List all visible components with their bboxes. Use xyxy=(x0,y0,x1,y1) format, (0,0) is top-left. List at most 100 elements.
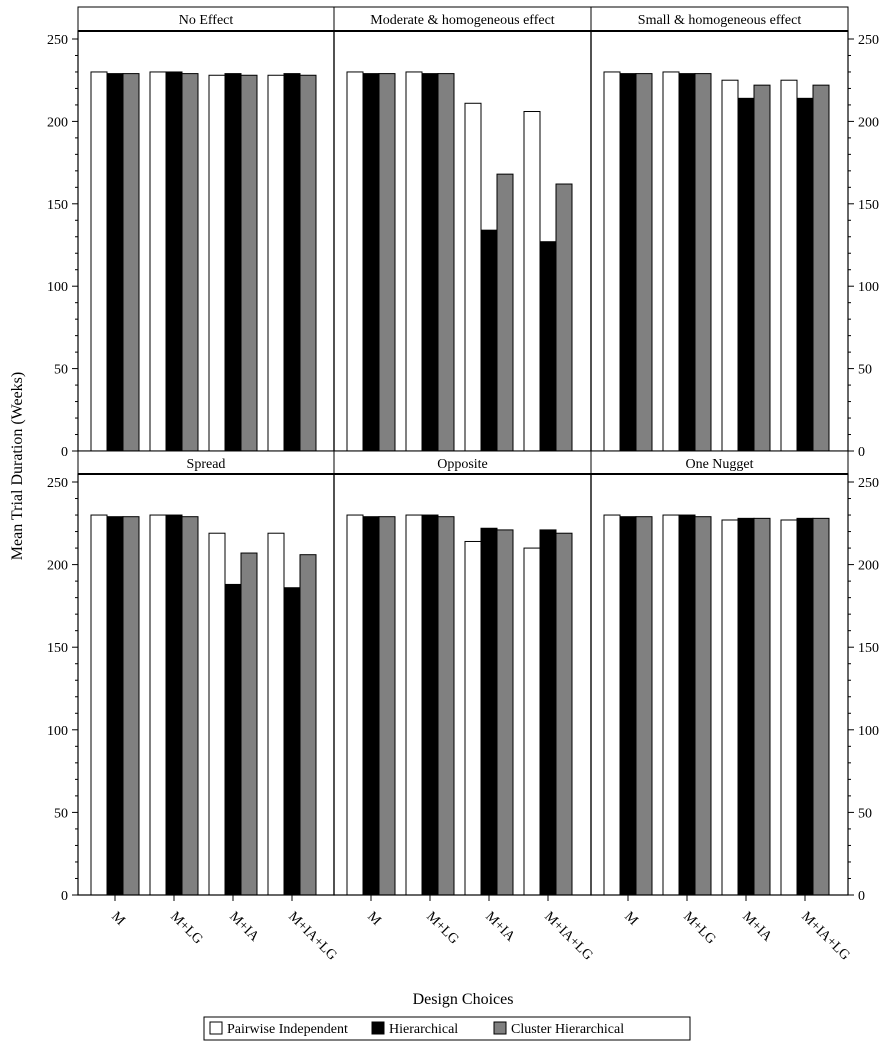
panel-5: One Nugget xyxy=(590,450,849,896)
bar xyxy=(812,517,830,896)
y-tick-label-right: 200 xyxy=(858,115,879,130)
y-tick-label-right: 0 xyxy=(858,445,865,460)
panel-title: Small & homogeneous effect xyxy=(638,13,802,28)
y-tick-label-left: 0 xyxy=(61,445,68,460)
x-tick-label: M+LG xyxy=(423,909,461,947)
bar xyxy=(122,516,140,896)
y-tick-label-left: 50 xyxy=(54,363,68,378)
bar xyxy=(346,514,364,896)
y-tick-label-right: 50 xyxy=(858,806,872,821)
bar xyxy=(90,71,108,452)
x-tick-label: M+IA xyxy=(739,909,775,945)
panel-0: No Effect xyxy=(77,6,335,452)
bar xyxy=(181,73,199,452)
bar xyxy=(208,532,226,896)
bar xyxy=(346,71,364,452)
bar xyxy=(421,73,439,452)
bar xyxy=(555,532,573,896)
bar xyxy=(662,514,680,896)
y-tick-label-right: 200 xyxy=(858,559,879,574)
bar xyxy=(378,73,396,452)
x-tick-label: M+IA+LG xyxy=(285,909,339,963)
bar xyxy=(496,529,514,896)
bar xyxy=(496,173,514,452)
y-tick-label-right: 250 xyxy=(858,476,879,491)
x-tick-label: M+IA+LG xyxy=(541,909,595,963)
bar xyxy=(619,516,637,896)
panel-strip xyxy=(77,6,335,32)
bar xyxy=(539,529,557,896)
y-tick-label-right: 0 xyxy=(858,889,865,904)
legend-label: Hierarchical xyxy=(389,1022,458,1037)
bar xyxy=(90,514,108,896)
y-tick-label-left: 200 xyxy=(47,115,68,130)
bar xyxy=(603,71,621,452)
bar xyxy=(678,73,696,452)
bar xyxy=(796,97,814,452)
bar xyxy=(208,74,226,452)
bar xyxy=(694,516,712,896)
bar xyxy=(464,102,482,452)
legend-label: Pairwise Independent xyxy=(227,1022,348,1037)
bar xyxy=(619,73,637,452)
bar xyxy=(464,540,482,896)
bar xyxy=(165,71,183,452)
legend-frame xyxy=(203,1016,691,1041)
bar xyxy=(721,79,739,452)
panel-title: Spread xyxy=(187,457,226,472)
bar xyxy=(299,554,317,896)
x-tick-label: M+IA+LG xyxy=(798,909,852,963)
bar xyxy=(480,229,498,452)
bar xyxy=(378,516,396,896)
panel-2: Small & homogeneous effect xyxy=(590,6,849,452)
bar xyxy=(539,241,557,452)
y-tick-label-left: 150 xyxy=(47,198,68,213)
y-tick-label-left: 250 xyxy=(47,33,68,48)
panels-group: No Effect Moderate & homogeneous effect Sm… xyxy=(77,6,849,896)
x-tick-label: M+IA xyxy=(482,909,518,945)
bar xyxy=(106,516,124,896)
y-tick-label-left: 250 xyxy=(47,476,68,491)
bar xyxy=(812,84,830,452)
bar xyxy=(240,74,258,452)
bar xyxy=(662,71,680,452)
y-tick-label-left: 100 xyxy=(47,724,68,739)
y-tick-label-left: 200 xyxy=(47,559,68,574)
bar xyxy=(635,73,653,452)
panel-1: Moderate & homogeneous effect xyxy=(333,6,592,452)
legend-swatch xyxy=(371,1021,385,1035)
panel-4: Opposite xyxy=(333,450,592,896)
bar xyxy=(555,183,573,452)
panel-title: No Effect xyxy=(179,13,234,28)
bar xyxy=(737,517,755,896)
legend-swatch xyxy=(493,1021,507,1035)
x-tick-label: M xyxy=(621,909,641,929)
legend-swatch xyxy=(209,1021,223,1035)
bar xyxy=(721,519,739,896)
y-tick-label-right: 250 xyxy=(858,33,879,48)
y-axis-title: Mean Trial Duration (Weeks) xyxy=(9,372,26,560)
bar xyxy=(523,547,541,896)
bar xyxy=(224,73,242,452)
bar xyxy=(122,73,140,452)
y-tick-label-right: 150 xyxy=(858,198,879,213)
bar xyxy=(678,514,696,896)
panel-title: Opposite xyxy=(437,457,488,472)
y-tick-label-right: 150 xyxy=(858,641,879,656)
bar xyxy=(267,74,285,452)
bar xyxy=(283,73,301,452)
bar xyxy=(437,516,455,896)
panel-title: One Nugget xyxy=(685,457,753,472)
x-tick-label: M xyxy=(364,909,384,929)
legend-label: Cluster Hierarchical xyxy=(511,1022,624,1037)
bar xyxy=(240,552,258,896)
bar xyxy=(405,514,423,896)
bar xyxy=(362,516,380,896)
bar xyxy=(737,97,755,452)
bar xyxy=(635,516,653,896)
bar xyxy=(780,519,798,896)
bar xyxy=(694,73,712,452)
bar xyxy=(753,84,771,452)
bar xyxy=(405,71,423,452)
